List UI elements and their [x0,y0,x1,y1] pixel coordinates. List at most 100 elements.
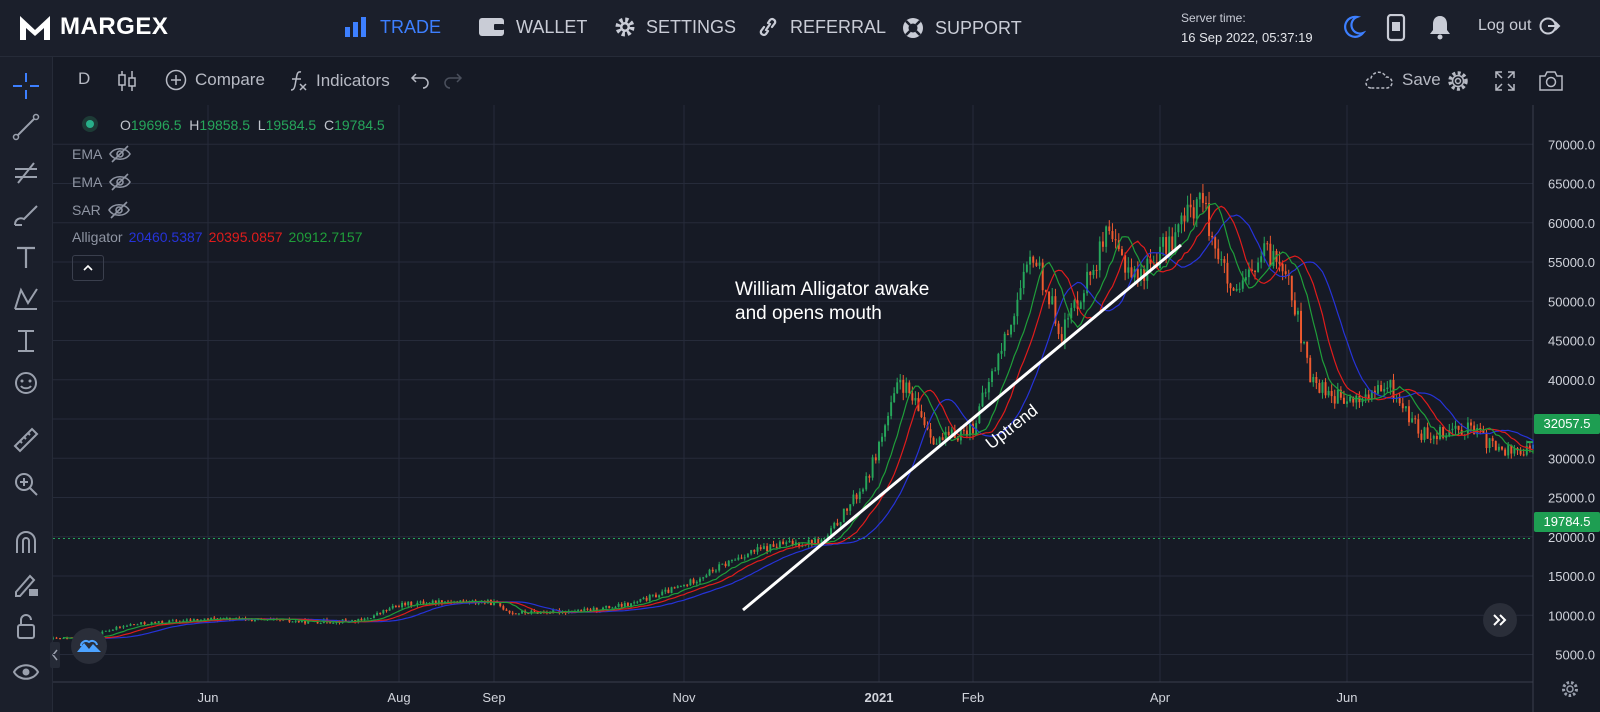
pattern-tool[interactable] [11,284,41,314]
candle-body [1377,385,1379,394]
candle-body [154,622,157,624]
candle-body [1324,382,1327,396]
candle-body [1073,300,1076,308]
indicator-ema-2[interactable]: EMA [72,172,132,192]
candle-body [391,605,394,609]
candle-body [294,620,297,622]
candle-body [1232,288,1235,291]
crosshair-tool[interactable] [11,71,41,101]
candle-body [372,615,375,619]
candle-body [794,542,797,545]
nav-support-label: SUPPORT [935,17,1022,38]
logout-button[interactable]: Log out [1478,16,1561,36]
alligator-annotation[interactable]: William Alligator awake and opens mouth [735,278,929,326]
indicator-sar[interactable]: SAR [72,200,131,220]
chart-provider-logo[interactable] [71,628,107,664]
annotation-line: William Alligator awake [735,279,930,300]
server-time: Server time: 16 Sep 2022, 05:37:19 [1181,9,1313,47]
indicators-button[interactable]: Indicators [288,69,390,93]
undo-button[interactable] [410,69,430,89]
candle-body [1089,271,1092,276]
x-tick-label: Sep [482,690,505,705]
top-navigation-bar: MARGEX TRADE WALLET SETTINGS REFERRAL SU… [0,0,1600,57]
nav-settings[interactable]: SETTINGS [614,16,736,38]
redo-button[interactable] [443,69,463,89]
candle-body [517,613,520,615]
candle-body [1019,288,1022,300]
candle-body [1408,406,1410,423]
high-value: 19858.5 [199,117,251,133]
brush-tool[interactable] [11,200,41,230]
eye-off-icon[interactable] [107,200,131,220]
lock-drawing-tool[interactable] [11,569,41,599]
y-tick-label: 45000.0 [1548,334,1595,349]
nav-referral[interactable]: REFERRAL [756,16,886,38]
trend-line-tool[interactable] [11,112,41,142]
x-tick-label: Apr [1150,690,1171,705]
candle-body [1189,204,1192,208]
fullscreen-button[interactable] [1493,69,1517,93]
magnet-tool[interactable] [11,527,41,557]
candle-body [862,489,864,492]
theme-toggle[interactable] [1342,14,1367,45]
fib-tool[interactable] [11,158,41,188]
notifications-button[interactable] [1429,14,1451,45]
emoji-tool[interactable] [11,368,41,398]
candle-body [893,393,896,403]
candle-body [1439,426,1441,440]
chart-type-button[interactable] [117,69,137,93]
chart-settings-corner[interactable] [1560,679,1580,704]
candle-body [737,557,740,560]
text-tool[interactable] [11,242,41,272]
measure-icon [18,330,34,352]
indicator-ema-1[interactable]: EMA [72,144,132,164]
candle-body [785,542,788,545]
indicator-alligator[interactable]: Alligator 20460.5387 20395.0857 20912.71… [72,229,363,245]
zoom-tool[interactable] [11,469,41,499]
margex-logo[interactable]: MARGEX [18,12,168,42]
link-icon [759,18,777,36]
ruler-tool[interactable] [11,425,41,455]
measure-tool[interactable] [11,326,41,356]
candle-body [1342,397,1345,404]
nav-trade[interactable]: TRADE [344,16,441,38]
candle-body [210,617,213,620]
mobile-app-button[interactable] [1386,13,1406,47]
legend-collapse-button[interactable] [72,255,104,281]
lock-tool[interactable] [11,611,41,641]
nav-support[interactable]: SUPPORT [901,16,1022,40]
visibility-tool[interactable] [11,657,41,687]
candle-body [810,539,813,545]
trend-line-icon [12,113,40,141]
candle-body [905,382,908,393]
y-tick-label: 60000.0 [1548,216,1595,231]
price-chart[interactable]: 5000.0 10000.0 15000.0 20000.0 25000.0 30000.… [53,105,1600,712]
candle-body [664,589,667,592]
candle-body [746,553,749,558]
nav-trade-label: TRADE [380,16,442,37]
candle-body [769,544,772,552]
candle-body [1162,237,1165,247]
candle-body [434,600,437,604]
bar-chart-icon [345,17,366,37]
interval-button[interactable]: D [78,69,90,89]
candle-body [1226,262,1229,284]
candle-body [798,542,801,547]
screenshot-button[interactable] [1538,69,1564,93]
eye-off-icon[interactable] [108,144,132,164]
candle-body [207,618,209,620]
eye-off-icon[interactable] [108,172,132,192]
compare-button[interactable]: Compare [165,69,265,91]
candle-body [1098,241,1101,271]
candle-body [714,570,717,572]
candle-body [471,600,474,602]
bell-icon [1430,16,1450,40]
chart-settings-button[interactable] [1446,69,1470,93]
y-tick-label: 50000.0 [1548,294,1595,309]
candle-body [868,476,871,478]
candle-body [1101,241,1104,247]
candle-body [920,411,923,418]
nav-wallet[interactable]: WALLET [478,16,587,38]
scroll-to-realtime-button[interactable] [1483,603,1517,637]
candle-body [1010,324,1013,335]
